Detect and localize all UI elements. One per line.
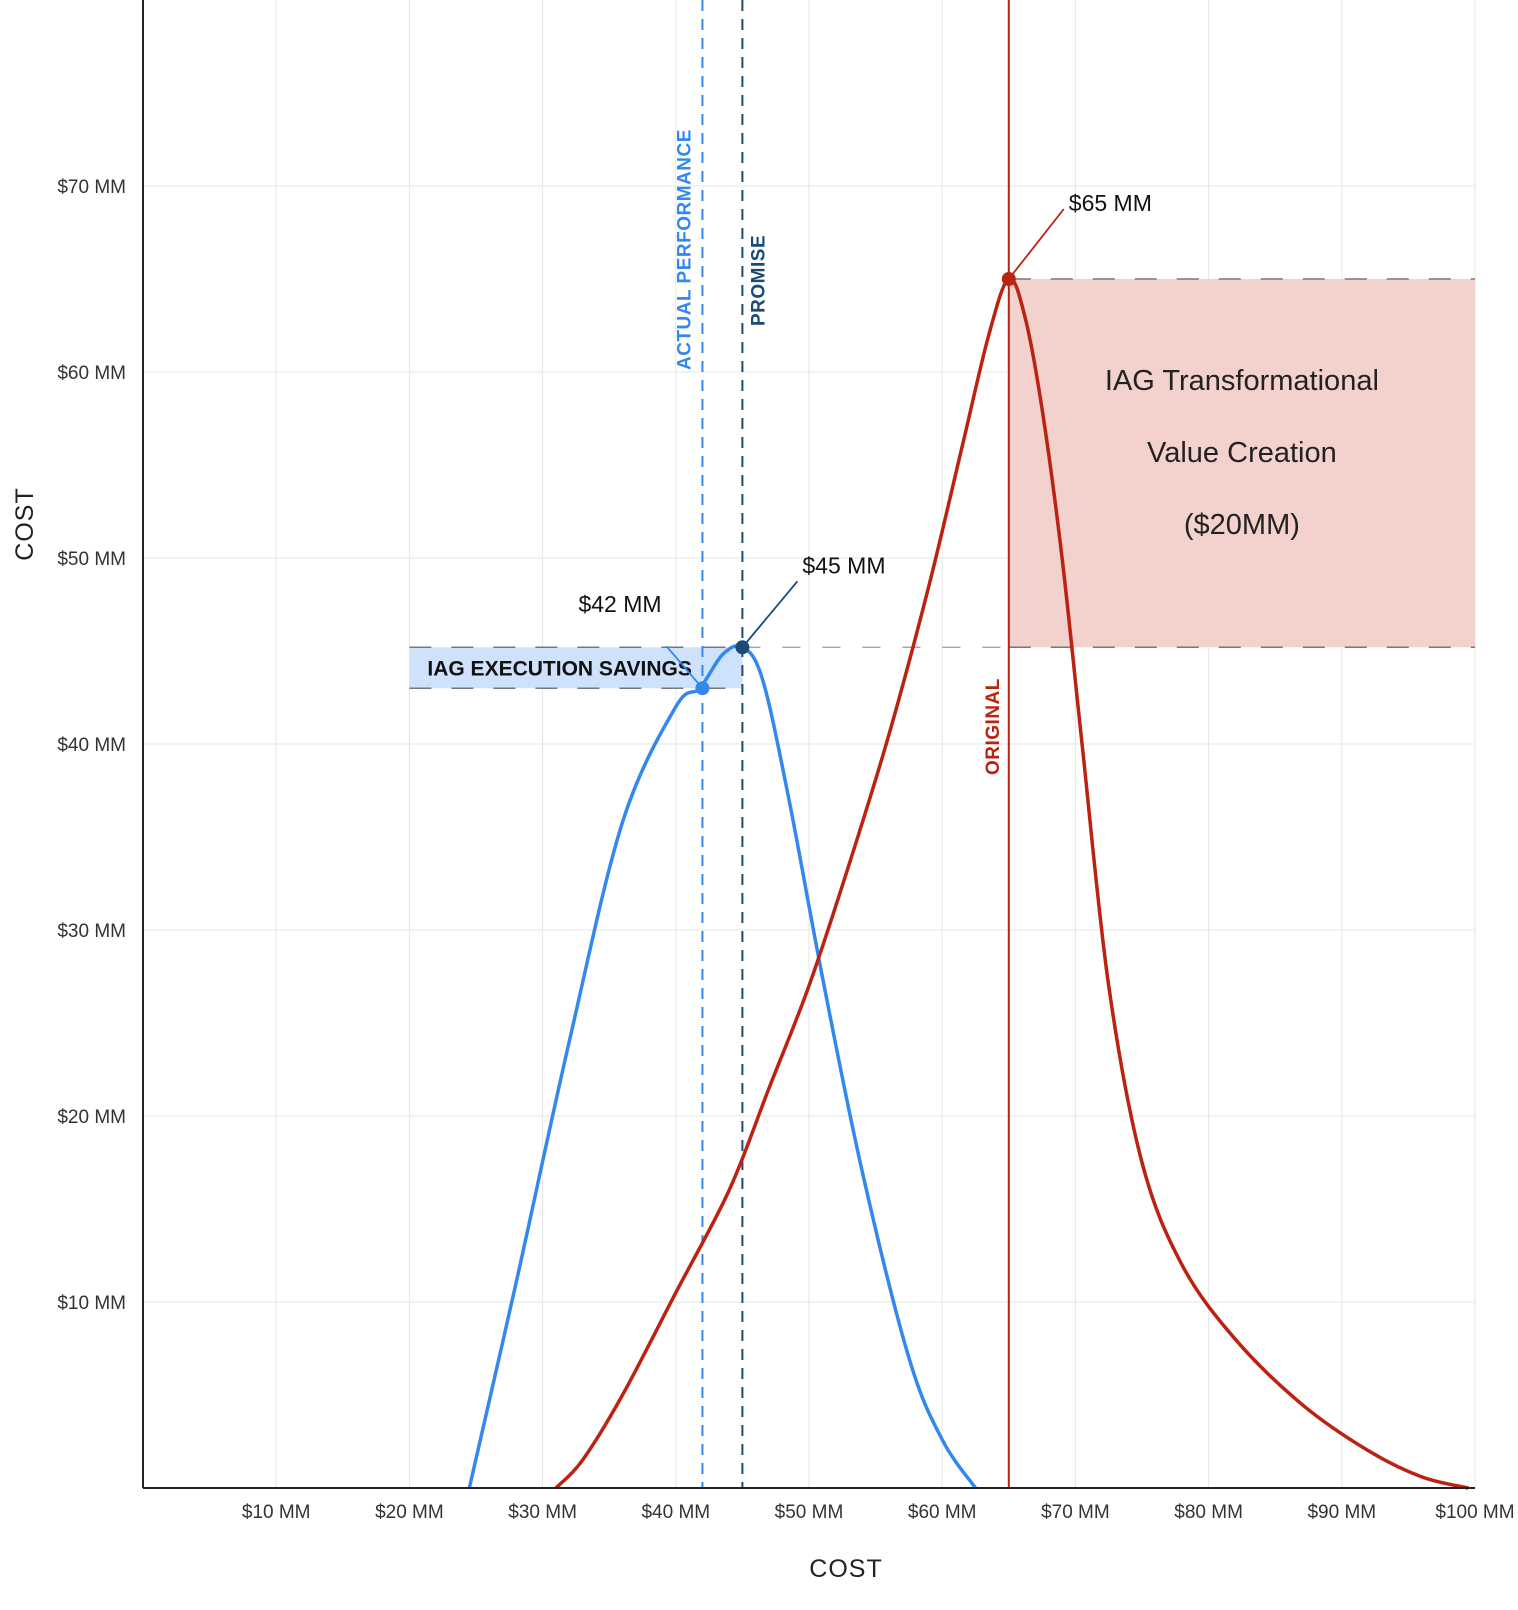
y-axis-title: COST [11,487,39,560]
x-tick-label-4: $50 MM [775,1502,844,1523]
value-creation-line-2: ($20MM) [1184,509,1300,541]
chart-axes: $10 MM $20 MM $30 MM $40 MM $50 MM $60 MM $70 … [57,0,1515,1523]
point-marker-2 [1001,272,1016,286]
vline-label-2: ORIGINAL [983,678,1004,775]
y-tick-label-2: $30 MM [57,921,126,942]
band-1 [1008,279,1475,648]
x-tick-label-1: $20 MM [375,1502,444,1523]
point-label-0: $42 MM [578,591,661,617]
x-tick-label-3: $40 MM [641,1502,710,1523]
y-tick-label-0: $10 MM [57,1293,126,1314]
vline-label-0: ACTUAL PERFORMANCE [674,129,695,370]
point-marker-0 [695,681,710,696]
point-leader-2 [1008,208,1065,280]
vline-label-1: PROMISE [748,235,769,326]
x-tick-label-8: $90 MM [1307,1502,1376,1523]
value-creation-line-0: IAG Transformational [1105,365,1379,397]
x-tick-label-7: $80 MM [1174,1502,1243,1523]
y-tick-label-5: $60 MM [57,363,126,384]
x-tick-label-5: $60 MM [908,1502,977,1523]
x-tick-label-2: $30 MM [508,1502,577,1523]
point-leader-0 [665,645,704,689]
y-tick-label-4: $50 MM [57,549,126,570]
y-tick-label-3: $40 MM [57,735,126,756]
value-creation-line-1: Value Creation [1147,437,1337,469]
band-label-savings: IAG EXECUTION SAVINGS [427,658,691,681]
y-tick-label-1: $20 MM [57,1107,126,1128]
x-tick-label-6: $70 MM [1041,1502,1110,1523]
chart-bands [409,278,1475,689]
x-tick-label-9: $100 MM [1435,1502,1514,1523]
x-axis-title: COST [809,1555,882,1583]
x-tick-label-0: $10 MM [242,1502,311,1523]
y-tick-label-6: $70 MM [57,177,126,198]
series-line-0 [467,644,977,1490]
point-marker-1 [735,640,750,655]
chart-labels: IAG EXECUTION SAVINGS IAG Transformationa… [427,129,1379,775]
point-label-2: $65 MM [1069,190,1152,216]
point-leader-1 [741,580,799,648]
band-0 [409,647,743,689]
chart-grid [143,0,1476,1488]
point-label-1: $45 MM [802,552,885,578]
